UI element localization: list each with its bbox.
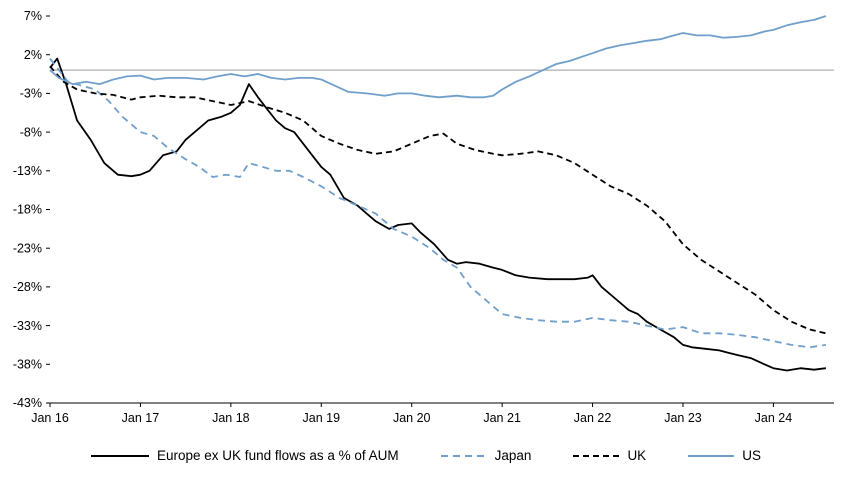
x-axis-label: Jan 23 xyxy=(664,411,702,425)
series-line-2 xyxy=(49,65,827,335)
chart-plot-area: 7%2%-3%-8%-13%-18%-23%-28%-33%-38%-43%Ja… xyxy=(13,9,834,425)
x-axis-label: Jan 19 xyxy=(303,411,341,425)
x-axis-label: Jan 24 xyxy=(755,411,793,425)
y-axis-label: -28% xyxy=(13,280,42,294)
legend-line-swatch xyxy=(573,454,620,457)
y-axis-label: -43% xyxy=(13,396,42,410)
x-axis-label: Jan 17 xyxy=(122,411,160,425)
legend-item-0: Europe ex UK fund flows as a % of AUM xyxy=(91,448,399,463)
x-axis-label: Jan 16 xyxy=(31,411,69,425)
legend-line-swatch xyxy=(91,454,150,457)
legend-item-3: US xyxy=(688,448,761,463)
series-line-1 xyxy=(49,58,827,349)
y-axis-label: -38% xyxy=(13,358,42,372)
legend-label: Europe ex UK fund flows as a % of AUM xyxy=(157,448,399,463)
legend-line-swatch xyxy=(688,454,735,457)
x-axis-label: Jan 22 xyxy=(574,411,612,425)
x-axis-label: Jan 21 xyxy=(483,411,521,425)
y-axis-label: -3% xyxy=(20,87,42,101)
series-line-3 xyxy=(49,15,827,99)
legend-label: Japan xyxy=(494,448,532,463)
y-axis-label: -23% xyxy=(13,241,42,255)
y-axis-label: 7% xyxy=(24,9,42,23)
legend-item-1: Japan xyxy=(440,448,532,463)
x-axis-label: Jan 20 xyxy=(393,411,431,425)
legend-label: UK xyxy=(627,448,647,463)
series-line-0 xyxy=(49,57,827,372)
y-axis-label: 2% xyxy=(24,48,42,62)
x-axis-label: Jan 18 xyxy=(212,411,250,425)
y-axis-label: -18% xyxy=(13,203,42,217)
legend-item-2: UK xyxy=(573,448,646,463)
y-axis-label: -33% xyxy=(13,319,42,333)
y-axis-label: -8% xyxy=(20,125,42,139)
legend-line-swatch xyxy=(440,454,487,457)
chart-legend: Europe ex UK fund flows as a % of AUM Jap… xyxy=(0,448,852,463)
y-axis-label: -13% xyxy=(13,164,42,178)
legend-label: US xyxy=(742,448,761,463)
